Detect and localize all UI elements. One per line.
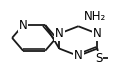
Text: S: S — [95, 52, 102, 65]
Text: N: N — [19, 19, 28, 32]
Text: NH₂: NH₂ — [84, 10, 106, 23]
Text: N: N — [74, 49, 83, 62]
Text: N: N — [55, 27, 64, 40]
Text: N: N — [93, 27, 102, 40]
